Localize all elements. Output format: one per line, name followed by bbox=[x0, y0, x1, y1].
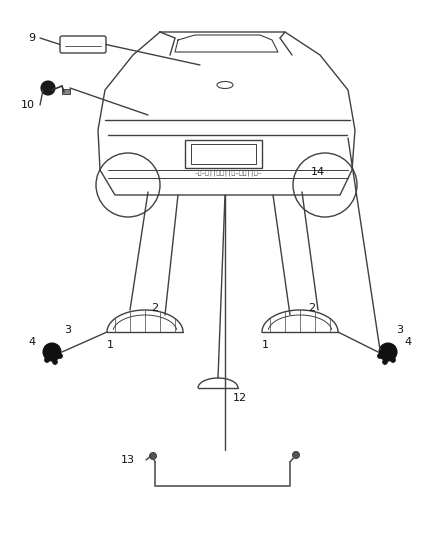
Text: 9: 9 bbox=[28, 33, 35, 43]
Circle shape bbox=[382, 359, 388, 365]
Bar bbox=[185, 140, 262, 168]
Text: 4: 4 bbox=[28, 337, 35, 347]
Text: 1: 1 bbox=[261, 340, 268, 350]
Circle shape bbox=[57, 353, 63, 359]
Text: 2: 2 bbox=[152, 303, 159, 313]
Bar bbox=[191, 144, 256, 164]
Text: 4: 4 bbox=[404, 337, 412, 347]
Text: 10: 10 bbox=[21, 100, 35, 110]
Text: 3: 3 bbox=[64, 325, 71, 335]
Circle shape bbox=[41, 81, 55, 95]
Bar bbox=[62, 89, 70, 94]
Text: 13: 13 bbox=[121, 455, 135, 465]
Text: 3: 3 bbox=[396, 325, 403, 335]
Circle shape bbox=[293, 451, 300, 458]
Text: 14: 14 bbox=[311, 167, 325, 177]
Circle shape bbox=[43, 343, 61, 361]
Circle shape bbox=[378, 353, 382, 359]
Circle shape bbox=[149, 453, 156, 459]
Text: 12: 12 bbox=[233, 393, 247, 403]
Text: 1: 1 bbox=[106, 340, 113, 350]
Circle shape bbox=[391, 358, 396, 362]
Circle shape bbox=[379, 343, 397, 361]
Text: 2: 2 bbox=[308, 303, 315, 313]
Text: ~∿~∿||∿∿||∿~∿∿||∿~: ~∿~∿||∿∿||∿~∿∿||∿~ bbox=[194, 171, 262, 177]
Circle shape bbox=[45, 358, 49, 362]
Circle shape bbox=[53, 359, 57, 365]
